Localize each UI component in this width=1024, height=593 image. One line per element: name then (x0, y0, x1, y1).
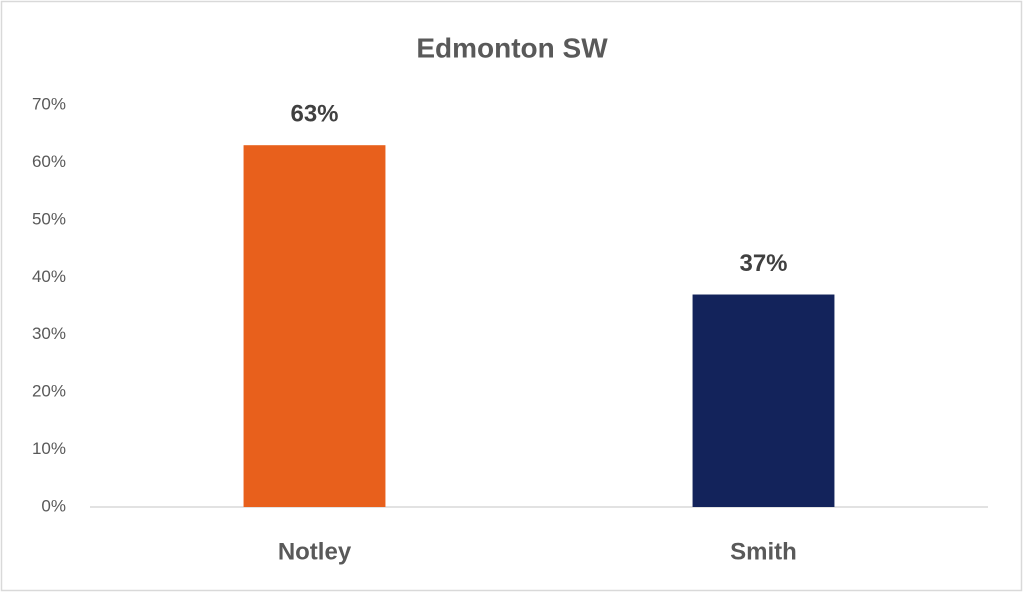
y-tick-label: 40% (32, 267, 66, 286)
y-tick-label: 70% (32, 94, 66, 113)
y-tick-label: 20% (32, 382, 66, 401)
y-tick-label: 30% (32, 324, 66, 343)
value-label: 37% (739, 250, 787, 277)
bar (692, 294, 835, 507)
y-tick-label: 10% (32, 439, 66, 458)
x-tick-label: Smith (730, 538, 797, 565)
y-tick-label: 50% (32, 209, 66, 228)
bar (243, 145, 386, 507)
value-label: 63% (290, 101, 338, 128)
x-tick-label: Notley (278, 538, 352, 565)
chart-title: Edmonton SW (416, 32, 608, 63)
y-tick-label: 0% (41, 496, 66, 515)
y-tick-label: 60% (32, 152, 66, 171)
